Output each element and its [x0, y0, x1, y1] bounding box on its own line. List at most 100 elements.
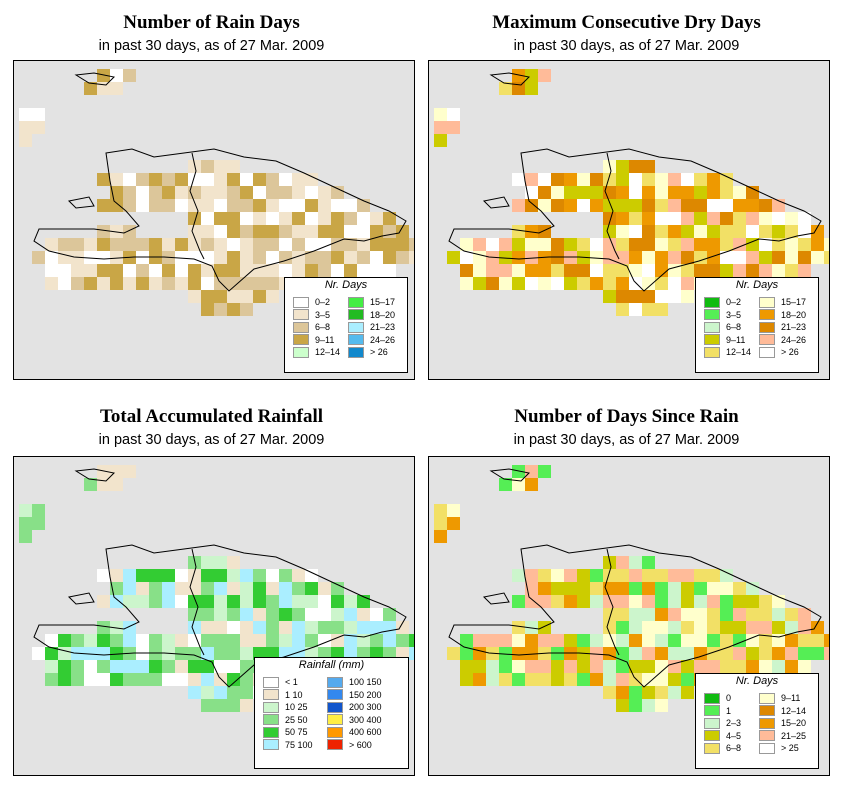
- grid-cell: [201, 608, 214, 621]
- legend-label: 0–2: [315, 297, 331, 307]
- grid-cell: [720, 621, 733, 634]
- grid-cell: [629, 647, 642, 660]
- grid-cell: [447, 108, 460, 121]
- grid-cell: [279, 569, 292, 582]
- grid-cell: [616, 277, 629, 290]
- grid-cell: [603, 595, 616, 608]
- grid-cell: [240, 582, 253, 595]
- grid-cell: [201, 160, 214, 173]
- grid-cell: [746, 621, 759, 634]
- grid-cell: [97, 225, 110, 238]
- legend-label: 6–8: [726, 322, 742, 332]
- grid-cell: [318, 225, 331, 238]
- grid-cell: [616, 569, 629, 582]
- grid-cell: [642, 160, 655, 173]
- grid-cell: [707, 660, 720, 673]
- grid-cell: [733, 660, 746, 673]
- grid-cell: [603, 277, 616, 290]
- grid-cell: [434, 517, 447, 530]
- grid-cell: [396, 647, 409, 660]
- grid-cell: [486, 634, 499, 647]
- legend-item: 15–17: [759, 296, 806, 308]
- grid-cell: [486, 673, 499, 686]
- grid-cell: [694, 212, 707, 225]
- grid-cell: [681, 595, 694, 608]
- grid-cell: [707, 264, 720, 277]
- grid-cell: [668, 569, 681, 582]
- grid-cell: [71, 238, 84, 251]
- grid-cell: [629, 264, 642, 277]
- grid-cell: [383, 225, 396, 238]
- grid-cell: [162, 238, 175, 251]
- grid-cell: [292, 199, 305, 212]
- grid-cell: [616, 647, 629, 660]
- grid-cell: [616, 660, 629, 673]
- grid-cell: [318, 647, 331, 660]
- grid-cell: [564, 582, 577, 595]
- grid-cell: [655, 660, 668, 673]
- panel-title: Maximum Consecutive Dry Days: [492, 12, 761, 33]
- map-grid: [434, 465, 829, 712]
- grid-cell: [253, 595, 266, 608]
- grid-cell: [58, 238, 71, 251]
- grid-cell: [123, 465, 136, 478]
- grid-cell: [512, 199, 525, 212]
- grid-cell: [759, 660, 772, 673]
- grid-cell: [253, 608, 266, 621]
- grid-cell: [473, 277, 486, 290]
- grid-cell: [603, 251, 616, 264]
- grid-cell: [694, 634, 707, 647]
- grid-cell: [603, 686, 616, 699]
- grid-cell: [266, 186, 279, 199]
- grid-cell: [733, 199, 746, 212]
- grid-cell: [681, 212, 694, 225]
- grid-cell: [603, 225, 616, 238]
- legend-swatch: [704, 705, 720, 716]
- legend-swatch: [348, 334, 364, 345]
- grid-cell: [227, 303, 240, 316]
- grid-cell: [201, 199, 214, 212]
- grid-cell: [473, 264, 486, 277]
- grid-cell: [655, 290, 668, 303]
- legend-swatch: [759, 296, 775, 308]
- grid-cell: [616, 173, 629, 186]
- legend-item: 21–23: [348, 321, 395, 333]
- grid-cell: [357, 634, 370, 647]
- grid-cell: [538, 465, 551, 478]
- grid-cell: [811, 647, 824, 660]
- legend-item: < 1: [263, 676, 298, 688]
- grid-cell: [499, 673, 512, 686]
- grid-cell: [603, 660, 616, 673]
- grid-cell: [175, 238, 188, 251]
- grid-cell: [253, 199, 266, 212]
- grid-cell: [136, 569, 149, 582]
- legend-label: 2–3: [726, 718, 742, 728]
- grid-cell: [642, 556, 655, 569]
- grid-cell: [512, 569, 525, 582]
- grid-cell: [331, 595, 344, 608]
- grid-cell: [538, 199, 551, 212]
- grid-cell: [227, 582, 240, 595]
- grid-cell: [603, 634, 616, 647]
- grid-cell: [603, 238, 616, 251]
- grid-cell: [642, 212, 655, 225]
- grid-cell: [149, 238, 162, 251]
- grid-cell: [253, 186, 266, 199]
- grid-cell: [629, 634, 642, 647]
- grid-cell: [720, 634, 733, 647]
- grid-cell: [227, 595, 240, 608]
- grid-cell: [214, 212, 227, 225]
- grid-cell: [811, 621, 824, 634]
- grid-cell: [19, 517, 32, 530]
- legend-item: 25 50: [263, 714, 308, 726]
- grid-cell: [214, 173, 227, 186]
- grid-cell: [149, 186, 162, 199]
- legend-item: 12–14: [293, 346, 340, 358]
- grid-cell: [123, 595, 136, 608]
- grid-cell: [733, 251, 746, 264]
- grid-cell: [538, 238, 551, 251]
- grid-cell: [538, 595, 551, 608]
- grid-cell: [460, 277, 473, 290]
- grid-cell: [110, 238, 123, 251]
- grid-cell: [772, 634, 785, 647]
